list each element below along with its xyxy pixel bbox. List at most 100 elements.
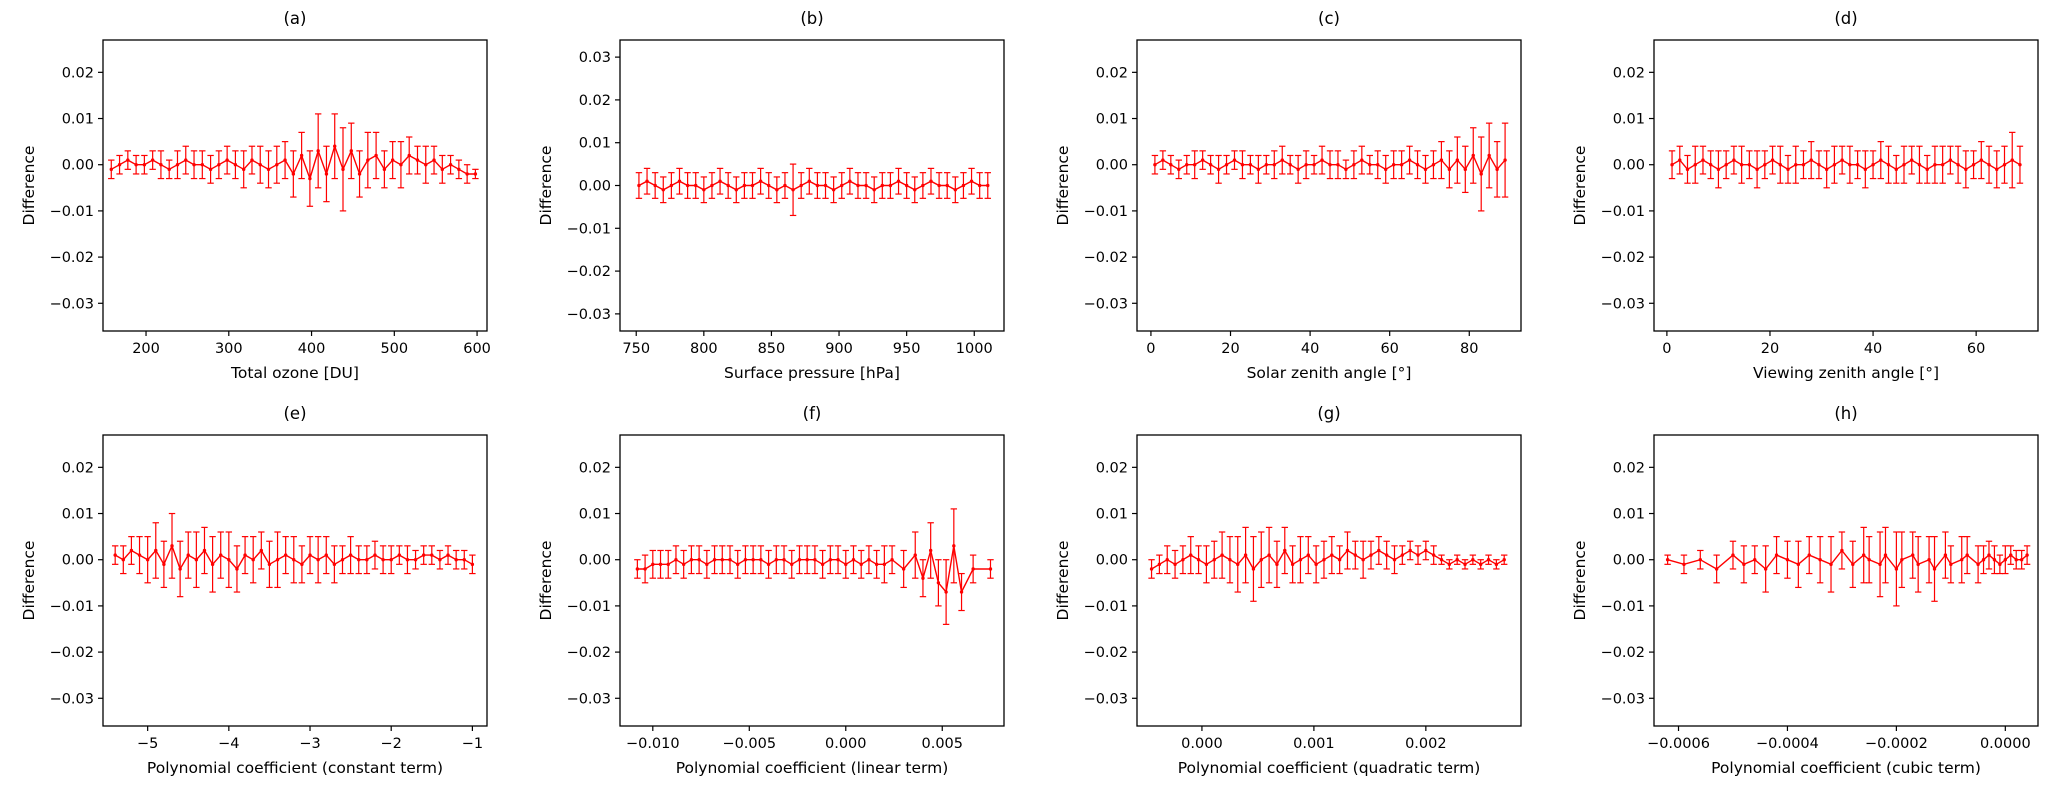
data-point — [815, 183, 820, 188]
data-point — [720, 558, 724, 562]
panel-title-b: (b) — [800, 9, 823, 28]
x-axis-label-c: Solar zenith angle [°] — [1247, 364, 1412, 382]
data-point — [807, 179, 811, 183]
data-point — [913, 553, 917, 557]
data-point — [643, 567, 647, 571]
chart-h: (h)−0.0006 −0.0004 −0.0002 0.00000.020.010.… — [1571, 404, 2039, 777]
y-tick-label: −0.02 — [567, 645, 611, 661]
data-point — [697, 558, 701, 562]
data-point — [1917, 163, 1922, 167]
data-point — [332, 562, 337, 567]
x-axis-b: 750 800 850 900 950 1000 — [622, 331, 993, 357]
data-point — [462, 558, 466, 562]
panel-title-e: (e) — [283, 404, 306, 423]
data-point — [1487, 153, 1491, 158]
data-point — [150, 158, 155, 162]
data-point — [154, 548, 158, 553]
data-point — [121, 558, 125, 562]
data-point — [1447, 562, 1452, 567]
data-point — [890, 558, 894, 562]
data-point — [413, 558, 418, 562]
data-point — [283, 553, 288, 557]
data-point — [969, 179, 974, 183]
y-tick-label: −0.01 — [1084, 599, 1128, 615]
data-point — [446, 553, 450, 557]
axes-box-a — [102, 39, 488, 332]
data-point — [1369, 553, 1373, 557]
data-point — [243, 553, 247, 557]
data-point — [1678, 158, 1682, 162]
data-point — [1240, 163, 1245, 167]
data-point — [159, 163, 163, 167]
data-point — [1976, 562, 1980, 567]
data-point — [1987, 553, 1991, 557]
data-point — [971, 567, 975, 571]
data-point — [1185, 163, 1189, 167]
y-tick-label: 0.00 — [62, 158, 94, 174]
data-point — [1439, 158, 1444, 162]
panel-e: (e) −5 −4 −3 −2 −1 0.02 0.01 0.00 −0.01 −0.02 −0.03… — [0, 395, 517, 790]
x-axis-f: −0.010 −0.005 0.000 0.005 — [626, 726, 963, 752]
data-point — [913, 188, 917, 192]
data-point — [1232, 158, 1237, 162]
data-point — [1701, 158, 1705, 162]
x-axis-label-h: Polynomial coefficient (cubic term) — [1711, 759, 1981, 777]
data-point — [2010, 158, 2014, 162]
x-tick-label: 800 — [690, 341, 718, 357]
data-point — [1424, 548, 1428, 553]
y-axis-label-g: Difference — [1054, 541, 1072, 621]
data-point — [1236, 562, 1240, 567]
data-point — [712, 558, 717, 562]
x-axis-h: −0.0006 −0.0004 −0.0002 0.0000 — [1647, 726, 2031, 752]
data-point — [797, 558, 802, 562]
data-point — [1801, 163, 1806, 167]
y-tick-label: −0.02 — [50, 250, 94, 266]
data-point — [357, 172, 362, 176]
data-point — [1886, 163, 1891, 167]
data-point — [1851, 562, 1855, 567]
data-point — [1243, 553, 1248, 557]
panel-title-h: (h) — [1834, 404, 1857, 423]
data-point — [1502, 558, 1506, 562]
series-markers-b — [637, 179, 990, 192]
data-point — [1304, 163, 1308, 167]
y-tick-label: 0.02 — [1613, 460, 1645, 476]
data-point — [888, 183, 893, 188]
panel-title-d: (d) — [1834, 9, 1857, 28]
data-point — [473, 172, 478, 176]
data-point — [1979, 158, 1984, 162]
x-tick-label: 20 — [1761, 341, 1779, 357]
data-point — [1248, 163, 1253, 167]
x-tick-label: 950 — [893, 341, 921, 357]
data-point — [219, 553, 223, 557]
axes-box-c — [1136, 39, 1522, 332]
data-point — [928, 548, 933, 553]
data-point — [357, 558, 361, 562]
errorbars-e — [111, 512, 476, 598]
y-tick-label: −0.03 — [567, 691, 611, 707]
x-tick-label: 60 — [1380, 341, 1398, 357]
data-point — [1682, 562, 1686, 567]
data-point — [217, 163, 221, 167]
series-markers-f — [635, 544, 993, 594]
x-axis-label-f: Polynomial coefficient (linear term) — [676, 759, 949, 777]
axes-box-h — [1653, 434, 2039, 727]
data-point — [1384, 553, 1389, 557]
data-point — [1916, 562, 1920, 567]
data-point — [750, 183, 755, 188]
data-point — [961, 183, 966, 188]
data-point — [1987, 163, 1991, 167]
y-tick-label: −0.03 — [1601, 691, 1645, 707]
y-tick-label: 0.02 — [62, 460, 94, 476]
data-point — [758, 179, 763, 183]
data-point — [1399, 163, 1404, 167]
x-tick-label: 0.001 — [1293, 736, 1335, 752]
chart-d: (d) 0 20 40 60 0.02 0.01 0.00 −0.01 −0.02 −0.03 Vie… — [1571, 9, 2039, 382]
data-point — [266, 167, 271, 172]
x-axis-a: 200 300 400 500 600 — [132, 331, 491, 357]
data-point — [953, 188, 958, 192]
y-axis-e: 0.02 0.01 0.00 −0.01 −0.02 −0.03 — [50, 460, 103, 707]
data-point — [1463, 167, 1467, 172]
y-tick-label: 0.00 — [1613, 553, 1645, 569]
